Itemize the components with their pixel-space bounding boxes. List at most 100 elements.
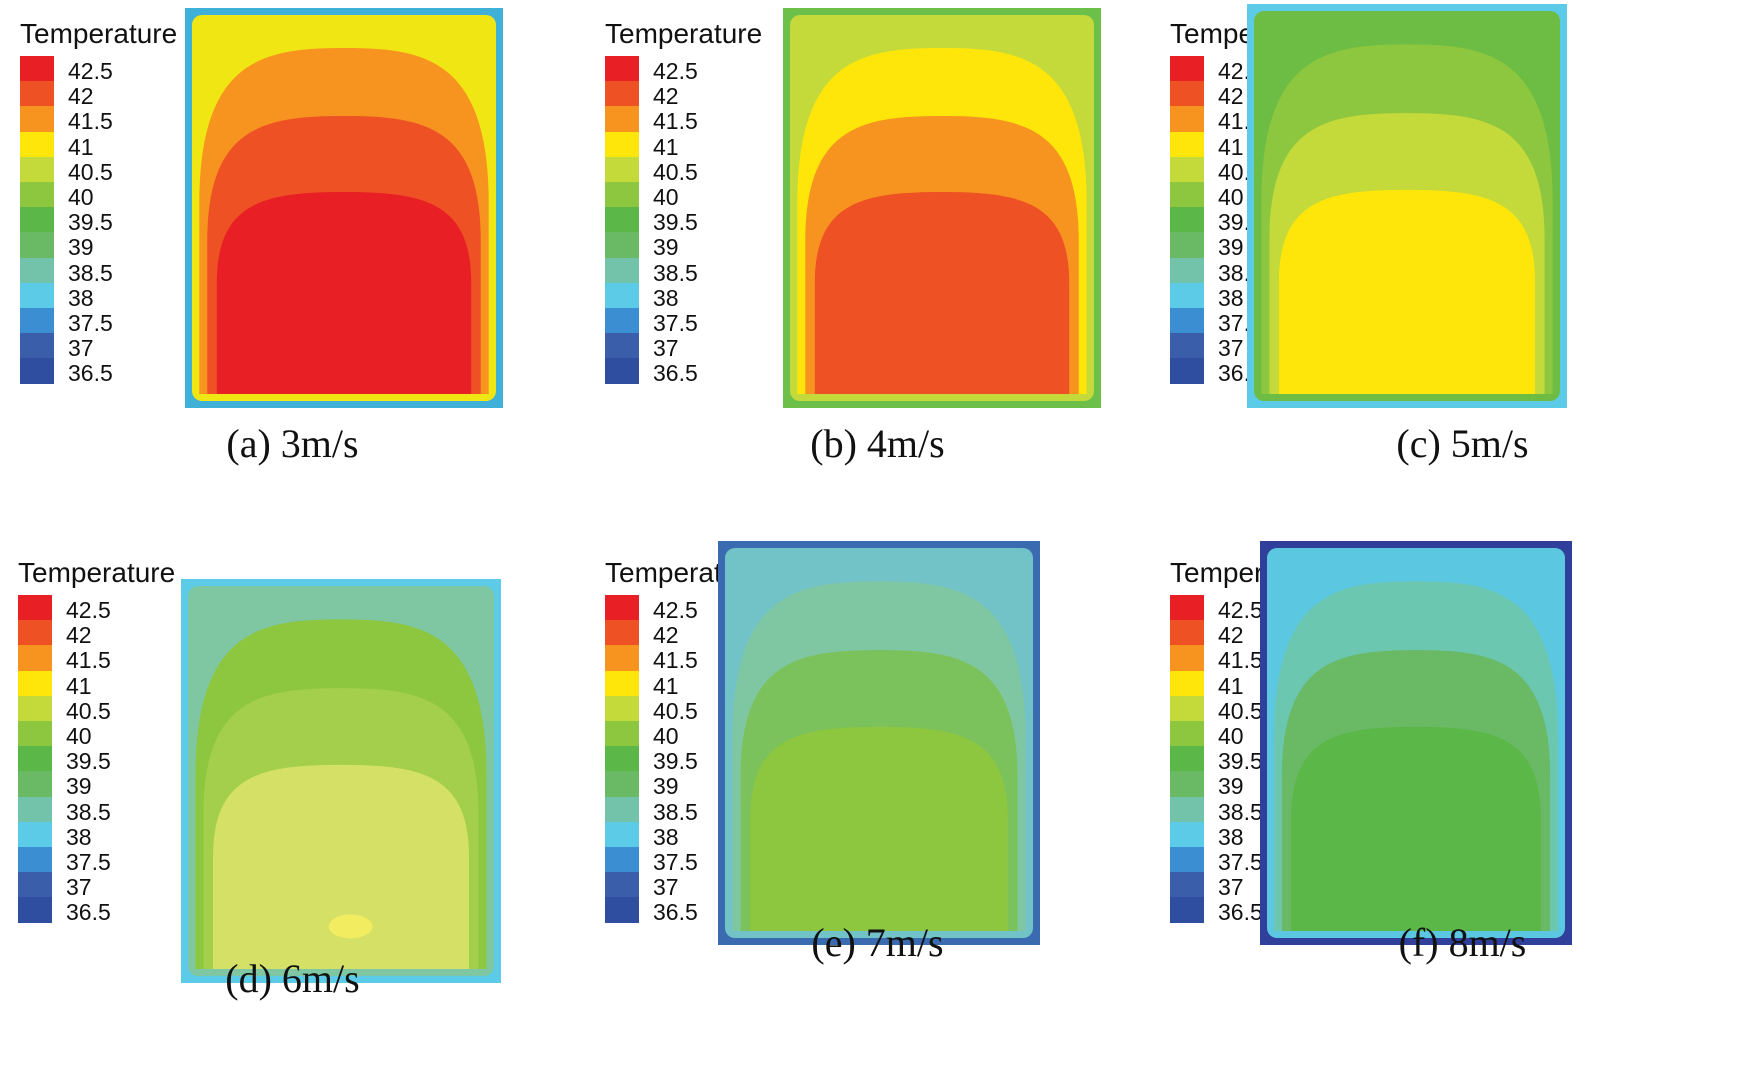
legend-tick-label: 41.5	[68, 108, 113, 135]
legend-swatch	[605, 771, 639, 797]
legend-title: Temperature	[20, 18, 178, 49]
legend-swatch	[1170, 333, 1204, 359]
legend-swatch	[18, 721, 52, 747]
legend-swatch	[18, 821, 52, 847]
legend-tick-label: 36.5	[1218, 899, 1263, 926]
legend-tick-label: 40.5	[68, 158, 113, 185]
legend-tick-label: 38	[653, 823, 679, 850]
legend-swatch	[605, 257, 639, 283]
legend-tick-label: 40	[653, 723, 679, 749]
legend-swatch	[605, 670, 639, 696]
legend-tick-label: 41.5	[653, 108, 698, 135]
panel-caption: (b) 4m/s	[810, 421, 945, 466]
legend-tick-label: 42.5	[68, 58, 113, 84]
legend-swatch	[1170, 308, 1204, 334]
legend-swatch	[18, 645, 52, 671]
legend-swatch	[18, 796, 52, 822]
legend-swatch	[605, 645, 639, 671]
temperature-contour-plot	[718, 541, 1040, 945]
legend-swatch	[1170, 796, 1204, 822]
legend-swatch	[605, 620, 639, 646]
legend-swatch	[1170, 595, 1204, 621]
legend-swatch	[1170, 821, 1204, 847]
legend-tick-label: 40	[653, 184, 679, 210]
legend-tick-label: 36.5	[653, 360, 698, 387]
legend-swatch	[20, 308, 54, 334]
legend-tick-label: 37.5	[68, 310, 113, 336]
legend-swatch	[20, 207, 54, 233]
legend-tick-label: 37.5	[653, 310, 698, 336]
legend-swatch	[1170, 721, 1204, 747]
legend-swatch	[1170, 106, 1204, 132]
panel-caption: (e) 7m/s	[811, 920, 944, 965]
legend-tick-label: 37	[653, 874, 679, 901]
contour-zone	[213, 764, 469, 969]
legend-swatch	[605, 721, 639, 747]
legend-swatch	[18, 771, 52, 797]
legend-tick-label: 39.5	[66, 748, 111, 775]
legend-swatch	[20, 81, 54, 107]
legend-tick-label: 39.5	[1218, 748, 1263, 775]
legend-swatch	[1170, 645, 1204, 671]
legend-swatch	[605, 695, 639, 721]
legend-tick-label: 39.5	[68, 209, 113, 236]
legend-tick-label: 40.5	[66, 697, 111, 724]
contour-zone	[750, 726, 1008, 931]
legend-swatch	[1170, 897, 1204, 923]
legend-tick-label: 42	[1218, 83, 1244, 110]
legend-swatch	[605, 897, 639, 923]
panel-caption: (d) 6m/s	[225, 956, 360, 1001]
temperature-contour-plot	[783, 8, 1101, 408]
legend-swatch	[605, 156, 639, 182]
legend-swatch	[20, 156, 54, 182]
legend-tick-label: 41	[653, 672, 679, 699]
legend-tick-label: 38.5	[653, 259, 698, 286]
legend-tick-label: 40.5	[653, 158, 698, 185]
legend-tick-label: 37	[1218, 335, 1244, 362]
legend-tick-label: 37.5	[1218, 849, 1263, 875]
legend-swatch	[18, 620, 52, 646]
temperature-contour-plot	[1247, 4, 1567, 408]
legend-swatch	[1170, 746, 1204, 772]
temperature-contour-plot	[181, 579, 501, 983]
legend-tick-label: 38.5	[66, 798, 111, 825]
contour-zone	[814, 192, 1070, 394]
legend-tick-label: 41.5	[66, 647, 111, 674]
legend-swatch	[605, 872, 639, 898]
legend-tick-label: 42.5	[66, 597, 111, 623]
legend-swatch	[18, 872, 52, 898]
legend-tick-label: 39	[68, 234, 94, 261]
legend-tick-label: 41.5	[653, 647, 698, 674]
legend-tick-label: 41	[66, 672, 92, 699]
legend-tick-label: 38.5	[1218, 798, 1263, 825]
legend-tick-label: 40.5	[653, 697, 698, 724]
legend-swatch	[605, 796, 639, 822]
legend-swatch	[18, 595, 52, 621]
legend-swatch	[20, 282, 54, 308]
legend-tick-label: 42	[66, 622, 92, 649]
legend-tick-label: 40	[1218, 723, 1244, 749]
legend-swatch	[1170, 695, 1204, 721]
contour-zone	[216, 192, 472, 394]
legend-tick-label: 41	[653, 133, 679, 160]
legend-tick-label: 41	[1218, 133, 1244, 160]
legend-swatch	[605, 358, 639, 384]
legend-swatch	[20, 358, 54, 384]
legend-tick-label: 42	[653, 622, 679, 649]
temperature-contour-plot	[1260, 541, 1572, 945]
legend-swatch	[1170, 771, 1204, 797]
legend-swatch	[605, 847, 639, 873]
legend-tick-label: 38	[1218, 284, 1244, 311]
legend-tick-label: 40.5	[1218, 697, 1263, 724]
legend-swatch	[18, 670, 52, 696]
panel-caption: (c) 5m/s	[1396, 421, 1529, 466]
legend-tick-label: 37.5	[653, 849, 698, 875]
legend-tick-label: 37.5	[66, 849, 111, 875]
legend-tick-label: 38	[1218, 823, 1244, 850]
legend-tick-label: 36.5	[68, 360, 113, 387]
legend-swatch	[605, 207, 639, 233]
